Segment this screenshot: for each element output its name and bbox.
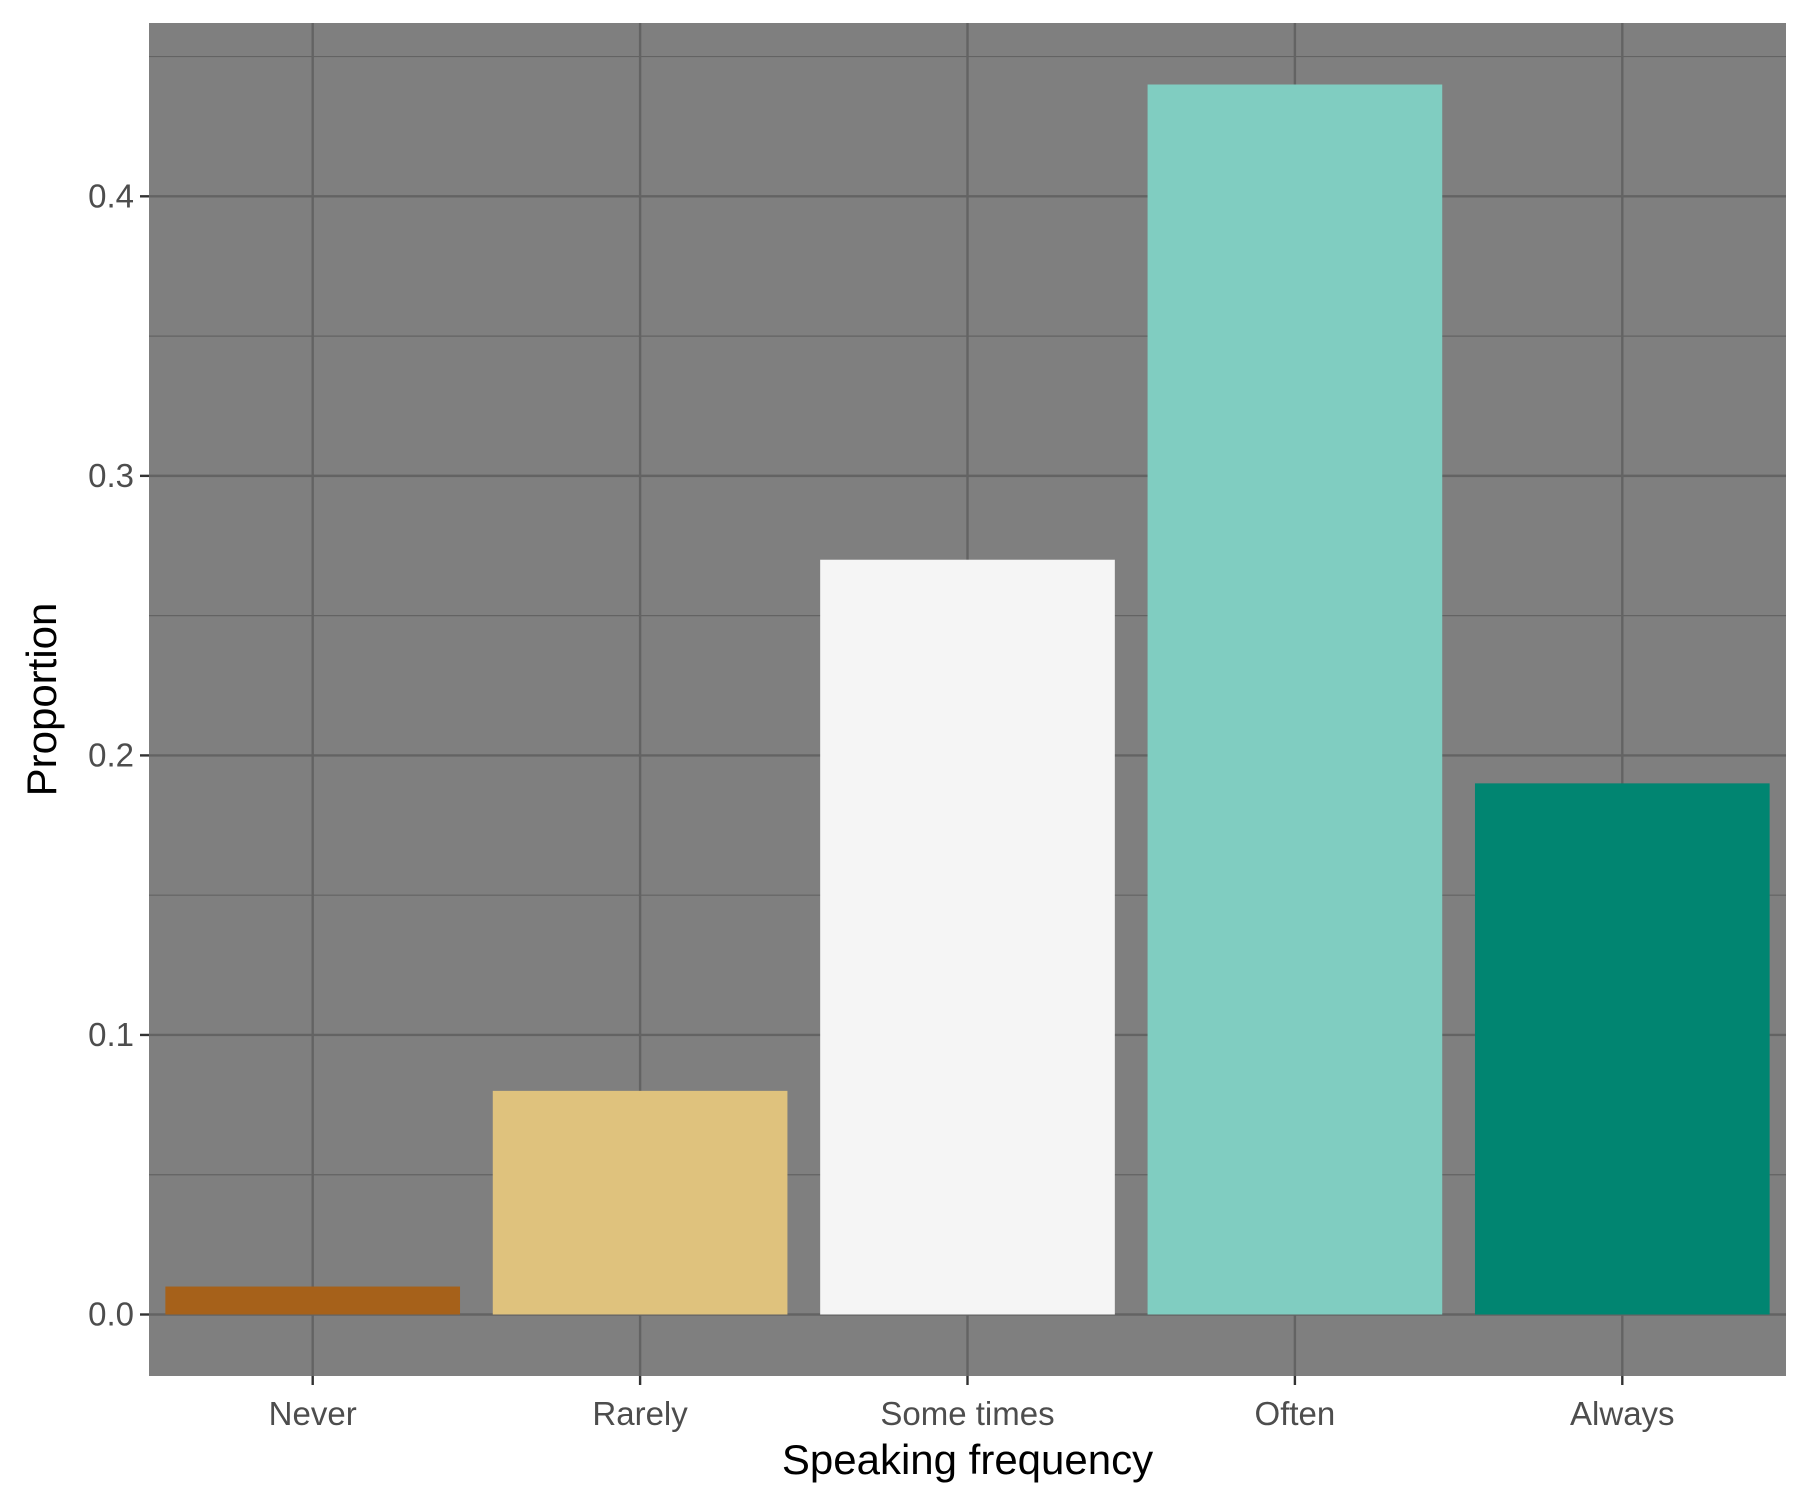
bar-rarely	[492, 1090, 788, 1315]
y-tick-label: 0.4	[88, 177, 134, 214]
bar-never	[165, 1286, 461, 1315]
x-tick-label: Often	[1255, 1395, 1336, 1432]
y-tick-label: 0.1	[88, 1016, 134, 1053]
x-tick-label: Rarely	[592, 1395, 688, 1432]
bar-often	[1147, 84, 1443, 1315]
y-tick-label: 0.2	[88, 736, 134, 773]
y-axis-title: Proportion	[18, 603, 65, 797]
bar-always	[1474, 783, 1770, 1315]
x-axis: Never Rarely Some times Often Always	[269, 1376, 1675, 1432]
bar-some-times	[820, 559, 1115, 1315]
x-tick-label: Some times	[880, 1395, 1054, 1432]
y-axis: 0.0 0.1 0.2 0.3 0.4	[88, 177, 149, 1333]
bars	[165, 84, 1770, 1315]
y-tick-label: 0.0	[88, 1296, 134, 1333]
x-tick-label: Never	[269, 1395, 357, 1432]
y-tick-label: 0.3	[88, 457, 134, 494]
x-axis-title: Speaking frequency	[782, 1436, 1153, 1483]
x-tick-label: Always	[1570, 1395, 1675, 1432]
